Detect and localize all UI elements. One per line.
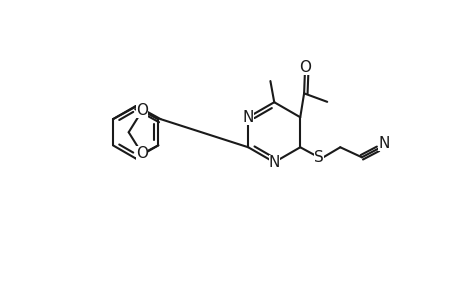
Text: N: N [242,110,253,125]
Text: O: O [136,146,148,161]
Text: N: N [378,136,389,151]
Text: N: N [268,155,280,170]
Text: O: O [136,103,148,118]
Text: S: S [313,150,323,165]
Text: O: O [298,60,310,75]
